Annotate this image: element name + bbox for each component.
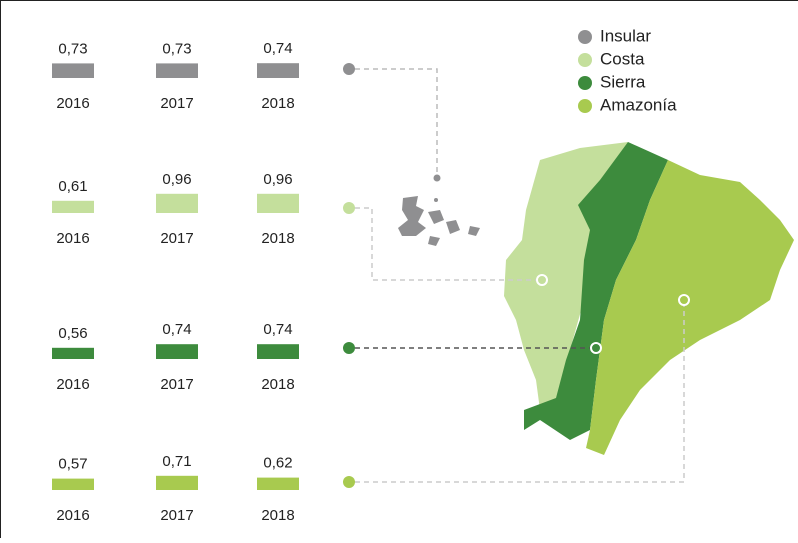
x-tick-label: 2017 [160, 230, 193, 247]
x-tick-label: 2016 [56, 230, 89, 247]
legend-label: Sierra [600, 72, 646, 91]
dot [343, 342, 355, 354]
legend-swatch [578, 53, 592, 67]
bar [52, 201, 94, 213]
legend-label: Amazonía [600, 95, 677, 114]
x-tick-label: 2016 [56, 95, 89, 112]
legend-swatch [578, 30, 592, 44]
value-label: 0,74 [162, 321, 191, 338]
x-tick-label: 2016 [56, 507, 89, 524]
x-tick-label: 2017 [160, 95, 193, 112]
dot [343, 476, 355, 488]
legend-swatch [578, 76, 592, 90]
dot [343, 202, 355, 214]
value-label: 0,96 [162, 171, 191, 188]
bar [156, 476, 198, 490]
value-label: 0,71 [162, 453, 191, 470]
value-label: 0,62 [263, 455, 292, 472]
x-tick-label: 2017 [160, 507, 193, 524]
bar [156, 344, 198, 359]
value-label: 0,96 [263, 171, 292, 188]
value-label: 0,73 [58, 40, 87, 57]
x-tick-label: 2018 [261, 376, 294, 393]
bar [156, 63, 198, 78]
legend-swatch [578, 99, 592, 113]
value-label: 0,61 [58, 178, 87, 195]
bar [257, 478, 299, 490]
legend-label: Costa [600, 49, 645, 68]
x-tick-label: 2018 [261, 230, 294, 247]
dot [343, 63, 355, 75]
bar [257, 194, 299, 213]
value-label: 0,74 [263, 321, 292, 338]
bar [257, 344, 299, 359]
value-label: 0,56 [58, 325, 87, 342]
value-label: 0,73 [162, 40, 191, 57]
x-tick-label: 2018 [261, 507, 294, 524]
bar [52, 63, 94, 78]
x-tick-label: 2016 [56, 376, 89, 393]
bar [52, 348, 94, 359]
x-tick-label: 2017 [160, 376, 193, 393]
bar [257, 63, 299, 78]
bar [156, 194, 198, 213]
legend-label: Insular [600, 26, 651, 45]
value-label: 0,57 [58, 456, 87, 473]
bar [52, 479, 94, 490]
x-tick-label: 2018 [261, 95, 294, 112]
value-label: 0,74 [263, 40, 292, 57]
